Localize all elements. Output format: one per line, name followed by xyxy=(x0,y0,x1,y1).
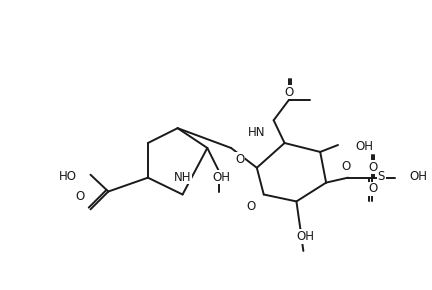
Text: HO: HO xyxy=(59,170,76,183)
Text: NH: NH xyxy=(174,171,191,184)
Text: OH: OH xyxy=(296,230,314,243)
Text: OH: OH xyxy=(212,171,230,184)
Text: O: O xyxy=(247,200,256,213)
Text: OH: OH xyxy=(356,140,374,153)
Text: OH: OH xyxy=(409,170,427,183)
Text: O: O xyxy=(285,86,294,99)
Text: HN: HN xyxy=(248,126,266,139)
Text: O: O xyxy=(368,161,377,174)
Text: O: O xyxy=(341,160,350,173)
Text: S: S xyxy=(378,170,385,183)
Text: O: O xyxy=(75,191,85,203)
Text: O: O xyxy=(235,153,244,166)
Text: O: O xyxy=(368,182,377,195)
